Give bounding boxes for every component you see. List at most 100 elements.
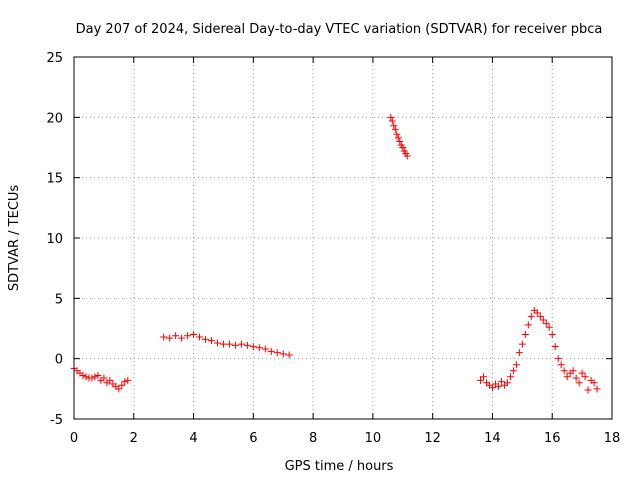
x-tick-label: 6 (249, 431, 257, 446)
data-point (273, 349, 281, 357)
y-axis-label: SDTVAR / TECUs (7, 185, 22, 292)
data-point (396, 137, 404, 145)
data-point (115, 385, 123, 393)
data-point (79, 372, 87, 380)
data-point (190, 331, 198, 339)
data-point (497, 378, 505, 386)
data-point (527, 312, 535, 320)
series-segment-1 (70, 364, 132, 393)
data-point (94, 372, 102, 380)
data-point (548, 331, 556, 339)
data-point (91, 373, 99, 381)
y-tick-label: 10 (46, 232, 63, 247)
data-point (166, 334, 174, 342)
data-point (563, 373, 571, 381)
data-point (488, 384, 496, 392)
data-point (509, 367, 517, 375)
data-point (572, 374, 580, 382)
data-point (231, 341, 239, 349)
data-point (82, 373, 90, 381)
data-point (494, 382, 502, 390)
data-point (390, 122, 398, 130)
data-point (518, 340, 526, 348)
y-tick-label: 15 (46, 172, 63, 187)
data-point (569, 367, 577, 375)
series-segment-2 (160, 331, 293, 359)
data-point (524, 321, 532, 329)
x-tick-label: 10 (365, 431, 382, 446)
data-point (533, 309, 541, 317)
series-segment-4 (476, 306, 601, 394)
data-point (100, 374, 108, 382)
data-point (388, 117, 396, 125)
data-point (512, 361, 520, 369)
data-point (184, 332, 192, 340)
data-point (267, 347, 275, 355)
data-points (70, 113, 601, 394)
x-tick-label: 2 (130, 431, 138, 446)
data-point (476, 376, 484, 384)
data-point (403, 152, 411, 160)
data-point (106, 376, 114, 384)
data-point (243, 341, 251, 349)
data-point (554, 355, 562, 363)
data-point (124, 376, 132, 384)
data-point (399, 144, 407, 151)
data-point (88, 374, 96, 382)
x-tick-label: 0 (70, 431, 78, 446)
data-point (196, 333, 204, 341)
data-point (545, 323, 553, 331)
data-point (503, 379, 511, 387)
x-tick-label: 4 (189, 431, 197, 446)
x-tick-label: 14 (484, 431, 501, 446)
grid-lines (74, 57, 612, 419)
data-point (393, 130, 401, 138)
data-point (590, 379, 598, 387)
data-point (479, 373, 487, 381)
data-point (557, 361, 565, 369)
data-point (237, 340, 245, 348)
data-point (213, 339, 221, 347)
y-tick-label: 5 (55, 292, 63, 307)
data-point (219, 340, 227, 348)
x-tick-label: 18 (604, 431, 621, 446)
y-tick-label: 25 (46, 51, 63, 66)
data-point (249, 343, 257, 351)
data-point (584, 386, 592, 394)
data-point (172, 332, 180, 340)
data-point (121, 378, 129, 386)
y-tick-label: 0 (55, 353, 63, 368)
x-tick-label: 16 (544, 431, 561, 446)
series-segment-3 (387, 113, 411, 160)
data-point (118, 381, 126, 389)
data-point (225, 340, 233, 348)
x-tick-label: 8 (309, 431, 317, 446)
plot-frame (73, 56, 613, 420)
data-point (394, 134, 402, 142)
data-point (539, 316, 547, 324)
data-point (207, 337, 215, 345)
data-point (255, 344, 263, 352)
tick-labels: 0 2 4 6 8 10 12 14 16 18 -5 0 5 10 15 20 25 (46, 51, 620, 446)
data-point (160, 333, 168, 341)
data-point (560, 367, 568, 375)
data-point (279, 350, 287, 358)
data-point (261, 345, 269, 353)
data-point (578, 369, 586, 377)
x-axis-label: GPS time / hours (285, 459, 394, 474)
data-point (542, 320, 550, 328)
chart-title: Day 207 of 2024, Sidereal Day-to-day VTE… (76, 22, 603, 37)
data-point (521, 331, 529, 339)
data-point (536, 312, 544, 320)
y-tick-label: -5 (50, 413, 63, 428)
data-point (506, 373, 514, 381)
data-point (581, 373, 589, 381)
x-tick-label: 12 (424, 431, 441, 446)
data-point (575, 379, 583, 387)
data-point (285, 351, 293, 359)
data-point (391, 125, 399, 133)
data-point (551, 343, 559, 351)
y-tick-label: 20 (46, 111, 63, 126)
data-point (178, 334, 186, 342)
